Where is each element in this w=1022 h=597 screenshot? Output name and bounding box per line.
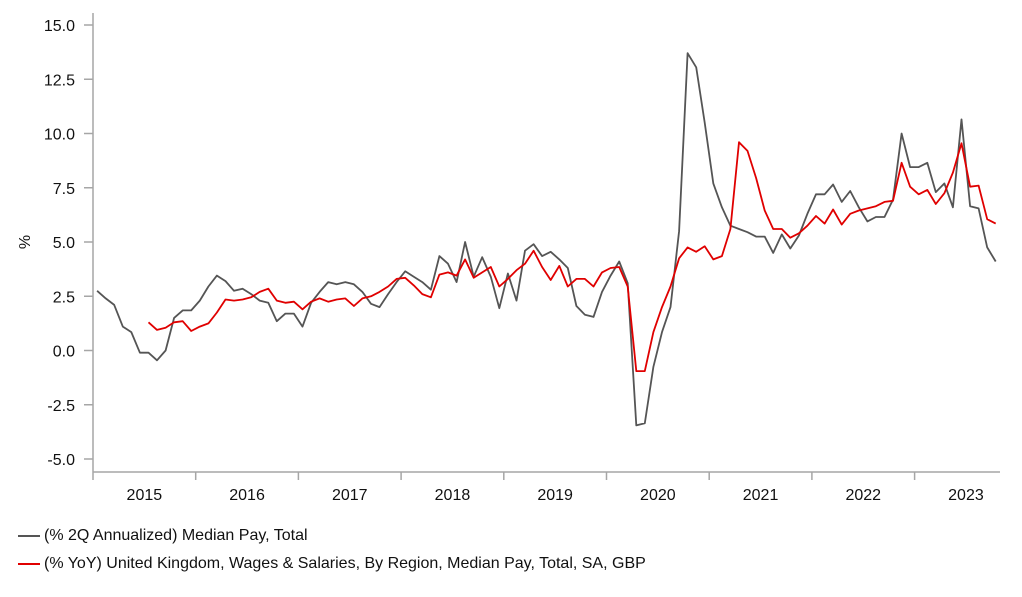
y-tick-label: 7.5 bbox=[53, 181, 75, 198]
legend-swatch-red bbox=[18, 563, 40, 565]
x-tick-label: 2018 bbox=[435, 487, 471, 504]
x-tick-label: 2023 bbox=[948, 487, 984, 504]
x-tick-label: 2017 bbox=[332, 487, 368, 504]
legend-item-median-pay-2q: (% 2Q Annualized) Median Pay, Total bbox=[18, 522, 646, 550]
series-line-median-pay-2q bbox=[96, 52, 997, 427]
series-line-uk-wages-yoy bbox=[147, 141, 997, 373]
y-tick-label: 10.0 bbox=[44, 127, 75, 144]
y-tick-label: 12.5 bbox=[44, 72, 75, 89]
x-tick-label: 2022 bbox=[845, 487, 881, 504]
y-tick-label: 5.0 bbox=[53, 235, 75, 252]
y-tick-label: 2.5 bbox=[53, 289, 75, 306]
x-tick-label: 2016 bbox=[229, 487, 265, 504]
y-axis-label: % bbox=[17, 235, 34, 249]
legend-swatch-gray bbox=[18, 535, 40, 537]
series-layer bbox=[96, 52, 997, 427]
x-tick-label: 2015 bbox=[127, 487, 163, 504]
x-tick-label: 2020 bbox=[640, 487, 676, 504]
y-tick-label: 15.0 bbox=[44, 18, 75, 35]
y-axis: 15.0 12.5 10.0 7.5 5.0 2.5 0.0 -2.5 -5.0 bbox=[44, 13, 94, 472]
y-tick-label: 0.0 bbox=[53, 344, 75, 361]
legend-item-uk-wages-yoy: (% YoY) United Kingdom, Wages & Salaries… bbox=[18, 550, 646, 578]
legend: (% 2Q Annualized) Median Pay, Total (% Y… bbox=[18, 522, 646, 578]
y-tick-label: -2.5 bbox=[47, 398, 75, 415]
legend-label: (% YoY) United Kingdom, Wages & Salaries… bbox=[44, 555, 646, 572]
line-chart: 15.012.510.07.55.02.50.0-2.5-5.0 2015 201… bbox=[17, 13, 1000, 504]
x-tick-label: 2019 bbox=[537, 487, 573, 504]
y-tick-label: -5.0 bbox=[47, 452, 75, 469]
x-axis: 2015 2016 2017 2018 2019 2020 2021 2022 2023 bbox=[92, 471, 1000, 504]
x-tick-label: 2021 bbox=[743, 487, 779, 504]
legend-label: (% 2Q Annualized) Median Pay, Total bbox=[44, 527, 308, 544]
